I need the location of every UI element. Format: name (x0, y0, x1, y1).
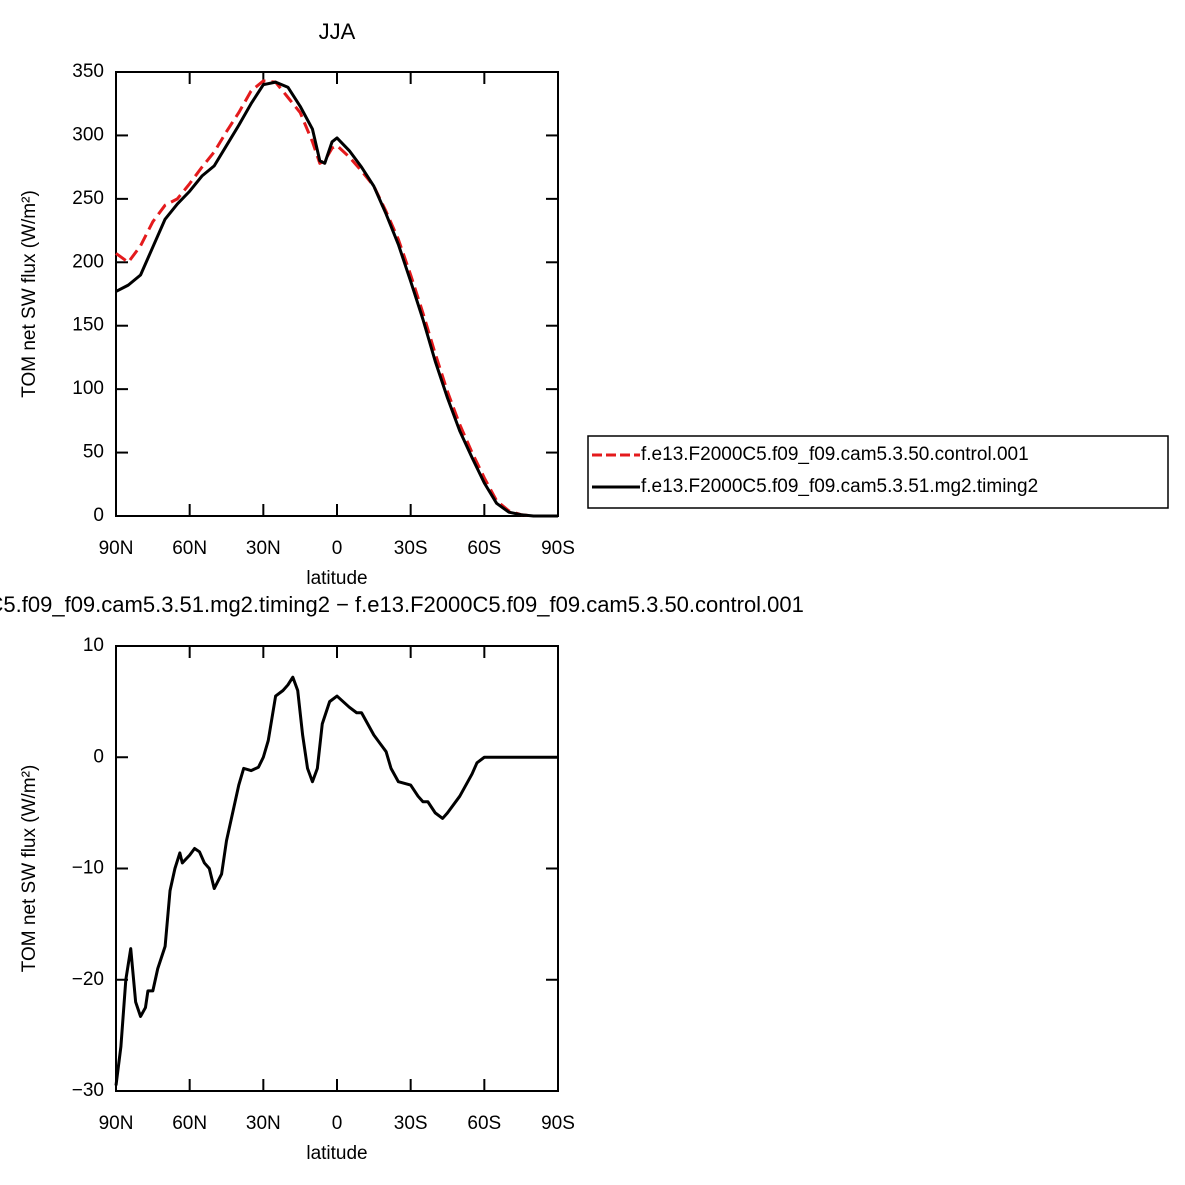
x-tick-label: 60N (172, 1113, 207, 1134)
legend-label: f.e13.F2000C5.f09_f09.cam5.3.51.mg2.timi… (641, 476, 1038, 497)
x-tick-label: 0 (332, 538, 343, 559)
x-tick-label: 30N (246, 1113, 281, 1134)
x-axis-label: latitude (306, 1143, 367, 1164)
y-tick-label: 350 (72, 61, 104, 82)
legend-box (587, 435, 1169, 509)
plot-frame (115, 71, 559, 517)
x-tick-label: 60S (467, 538, 501, 559)
y-axis-label: TOM net SW flux (W/m²) (19, 190, 40, 398)
x-tick-label: 30S (394, 1113, 428, 1134)
data-line (115, 79, 558, 518)
plot-frame (115, 645, 559, 1092)
x-tick-label: 60S (467, 1113, 501, 1134)
chart-title: f.e13.F2000C5.f09_f09.cam5.3.51.mg2.timi… (0, 592, 804, 617)
y-tick-label: 0 (93, 746, 104, 767)
y-tick-label: −30 (72, 1080, 104, 1101)
y-tick-label: 100 (72, 378, 104, 399)
x-tick-label: 90N (99, 538, 134, 559)
y-tick-label: 150 (72, 315, 104, 336)
y-tick-label: 200 (72, 251, 104, 272)
y-tick-label: 300 (72, 124, 104, 145)
data-line (114, 675, 558, 1086)
x-tick-label: 90N (99, 1113, 134, 1134)
y-axis-label: TOM net SW flux (W/m²) (19, 765, 40, 973)
x-tick-label: 30S (394, 538, 428, 559)
legend-label: f.e13.F2000C5.f09_f09.cam5.3.50.control.… (641, 444, 1029, 465)
x-tick-label: 0 (332, 1113, 343, 1134)
y-tick-label: 0 (93, 505, 104, 526)
chart-title: JJA (319, 19, 356, 44)
legend: f.e13.F2000C5.f09_f09.cam5.3.50.control.… (587, 435, 1169, 509)
y-tick-label: −10 (72, 858, 104, 879)
x-tick-label: 90S (541, 538, 575, 559)
x-tick-label: 60N (172, 538, 207, 559)
y-tick-label: 10 (83, 635, 104, 656)
data-line (115, 80, 558, 518)
y-tick-label: −20 (72, 969, 104, 990)
y-tick-label: 250 (72, 188, 104, 209)
x-axis-label: latitude (306, 568, 367, 589)
x-tick-label: 90S (541, 1113, 575, 1134)
x-tick-label: 30N (246, 538, 281, 559)
y-tick-label: 50 (83, 442, 104, 463)
